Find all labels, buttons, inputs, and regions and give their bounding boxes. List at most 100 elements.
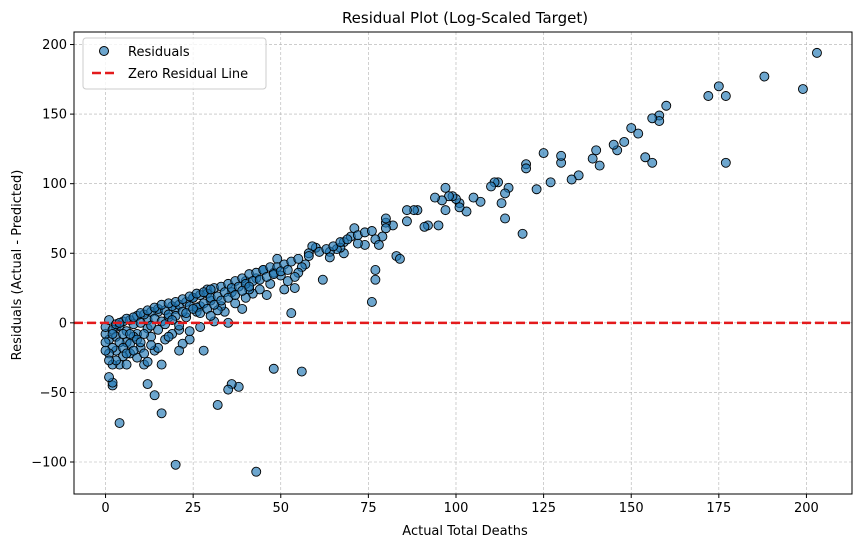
data-point [440, 182, 451, 193]
y-tick-label: 100 [42, 177, 67, 192]
data-point [205, 310, 216, 321]
legend-label-residuals: Residuals [128, 45, 190, 60]
plot-frame [73, 31, 853, 495]
x-tick-label: 175 [706, 501, 731, 516]
data-point [135, 337, 146, 348]
y-tick-label: 0 [59, 316, 67, 331]
x-tick-label: 25 [185, 501, 202, 516]
x-tick-label: 50 [272, 501, 289, 516]
data-point [324, 252, 335, 263]
data-point [100, 337, 111, 348]
data-point [703, 91, 714, 101]
data-point [619, 136, 630, 147]
data-point [647, 157, 658, 168]
x-tick-label: 125 [531, 501, 556, 516]
data-point [591, 145, 602, 156]
legend-label-zero-line: Zero Residual Line [128, 67, 248, 82]
data-point [163, 331, 174, 342]
x-tick-label: 100 [444, 501, 469, 516]
data-point [156, 359, 167, 370]
data-point [486, 181, 496, 192]
data-point [430, 192, 440, 203]
chart-title: Residual Plot (Log-Scaled Target) [342, 9, 588, 27]
data-point [289, 283, 300, 293]
data-point [282, 265, 293, 275]
y-axis: −100 −50 0 50 100 150 200 [31, 38, 74, 470]
data-point [139, 329, 150, 339]
data-point [433, 220, 444, 231]
data-point [538, 148, 549, 159]
data-point [380, 213, 391, 224]
data-point [303, 251, 314, 261]
data-point [114, 418, 125, 428]
data-point [174, 345, 185, 356]
data-point [342, 234, 353, 245]
data-point [100, 345, 111, 356]
x-axis: 0 25 50 75 100 125 150 175 200 [101, 494, 819, 516]
data-point [104, 372, 114, 383]
y-axis-label: Residuals (Actual - Predicted) [10, 170, 25, 361]
data-point [521, 163, 532, 174]
data-point [370, 274, 381, 285]
data-point [370, 265, 381, 275]
data-point [286, 308, 297, 319]
data-point [352, 238, 363, 249]
data-point [107, 329, 118, 339]
data-point [720, 91, 731, 101]
data-point [366, 297, 377, 307]
data-point [373, 239, 384, 250]
data-point [440, 205, 451, 216]
data-point [195, 322, 206, 332]
data-point [419, 221, 430, 232]
data-point [531, 184, 542, 195]
data-point [153, 324, 164, 335]
data-point [812, 47, 822, 58]
data-point [128, 345, 139, 356]
data-point [184, 326, 195, 337]
data-point [237, 303, 248, 314]
data-point [198, 345, 209, 356]
data-point [244, 281, 255, 292]
x-axis-label: Actual Total Deaths [402, 524, 528, 539]
x-tick-label: 75 [360, 501, 377, 516]
y-tick-label: 50 [50, 247, 67, 262]
data-point [594, 160, 605, 171]
data-point [556, 150, 567, 161]
data-point [517, 228, 528, 239]
y-tick-label: 200 [42, 38, 67, 53]
y-tick-label: −100 [31, 455, 67, 470]
x-tick-label: 200 [794, 501, 819, 516]
data-point [401, 205, 412, 216]
data-point [713, 81, 724, 92]
data-point [626, 123, 637, 133]
data-point [366, 226, 377, 236]
data-point [205, 284, 216, 295]
data-point [156, 408, 167, 419]
data-point [142, 379, 153, 390]
data-point [139, 348, 150, 359]
data-point [633, 128, 644, 139]
data-point [759, 71, 770, 82]
data-point [279, 284, 290, 295]
data-point [640, 152, 651, 163]
data-point [268, 363, 279, 374]
data-point [500, 213, 511, 224]
data-point [720, 157, 731, 168]
legend-box [82, 37, 267, 90]
y-tick-label: −50 [40, 386, 67, 401]
data-point [454, 202, 465, 213]
data-point [142, 356, 153, 367]
data-point [212, 399, 223, 410]
data-point [296, 366, 307, 377]
data-point [125, 329, 136, 339]
data-point [282, 276, 293, 287]
data-point [394, 253, 405, 264]
data-point [566, 174, 577, 185]
data-point [223, 384, 234, 395]
x-tick-label: 0 [101, 501, 109, 516]
data-point [104, 355, 114, 366]
legend-marker-residuals [99, 46, 109, 56]
data-point [146, 340, 157, 351]
data-point [647, 113, 658, 124]
